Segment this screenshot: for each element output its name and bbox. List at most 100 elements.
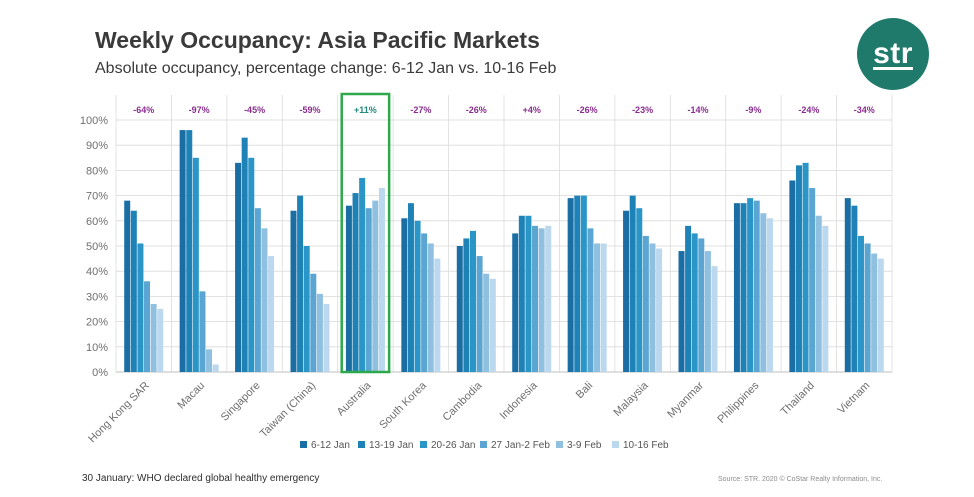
x-category-label: Malaysia: [612, 379, 652, 419]
y-tick-label: 20%: [86, 317, 108, 329]
bar: [144, 281, 151, 372]
bar: [157, 309, 164, 372]
x-category-label: Thailand: [779, 380, 817, 418]
x-category-label: Singapore: [219, 380, 263, 424]
bar: [789, 180, 796, 372]
bar: [711, 266, 718, 372]
bar: [137, 243, 144, 372]
bar: [254, 208, 261, 372]
bar: [704, 251, 711, 372]
legend-swatch: [420, 441, 427, 448]
change-label: -26%: [466, 105, 487, 115]
change-label: -34%: [854, 105, 875, 115]
y-tick-label: 70%: [86, 191, 108, 203]
bar: [747, 198, 754, 372]
bar: [456, 246, 463, 372]
bar: [809, 188, 816, 372]
bar: [656, 248, 663, 372]
bar: [740, 203, 747, 372]
bar: [512, 233, 519, 372]
bar: [401, 218, 408, 372]
bar: [538, 228, 545, 372]
x-category-label: Macau: [175, 380, 207, 412]
bar: [261, 228, 268, 372]
bar: [414, 220, 421, 372]
bar: [241, 137, 248, 372]
bar: [434, 258, 441, 372]
bar: [760, 213, 767, 372]
bar: [525, 215, 532, 372]
bar: [518, 215, 525, 372]
footer-note: 30 January: WHO declared global healthy …: [82, 473, 320, 484]
legend-swatch: [612, 441, 619, 448]
legend-label: 10-16 Feb: [623, 440, 669, 451]
bar: [864, 243, 871, 372]
bar: [685, 225, 692, 372]
logo-text: str: [873, 37, 913, 70]
change-label: -23%: [632, 105, 653, 115]
str-logo: str: [857, 18, 929, 90]
page-subtitle: Absolute occupancy, percentage change: 6…: [95, 60, 557, 77]
bar: [378, 188, 385, 372]
bar: [691, 233, 698, 372]
bar: [130, 210, 137, 372]
bar: [587, 228, 594, 372]
bar: [844, 198, 851, 372]
bar: [649, 243, 656, 372]
y-tick-label: 80%: [86, 165, 108, 177]
legend-label: 6-12 Jan: [311, 440, 350, 451]
y-tick-label: 10%: [86, 342, 108, 354]
bar: [795, 165, 802, 372]
x-category-label: Australia: [335, 379, 374, 418]
bar: [297, 195, 304, 372]
bar: [532, 225, 539, 372]
bar: [857, 235, 864, 372]
change-label: -26%: [577, 105, 598, 115]
change-label: -59%: [299, 105, 320, 115]
bar: [489, 278, 496, 372]
legend-label: 3-9 Feb: [567, 440, 602, 451]
x-category-label: Taiwan (China): [258, 380, 318, 440]
legend-swatch: [300, 441, 307, 448]
x-category-label: Cambodia: [440, 379, 485, 424]
change-label: -27%: [410, 105, 431, 115]
bar: [359, 177, 366, 372]
page-title: Weekly Occupancy: Asia Pacific Markets: [95, 27, 540, 53]
bar: [642, 235, 649, 372]
source-note: Source: STR. 2020 © CoStar Realty Inform…: [718, 476, 883, 483]
bar: [766, 218, 773, 372]
bar: [323, 303, 330, 372]
bar: [877, 258, 884, 372]
x-category-label: Myanmar: [665, 379, 706, 420]
y-tick-label: 90%: [86, 140, 108, 152]
y-tick-label: 40%: [86, 266, 108, 278]
x-category-label: Vietnam: [836, 380, 873, 417]
legend-swatch: [358, 441, 365, 448]
bar: [150, 303, 157, 372]
bar: [421, 233, 428, 372]
bar: [600, 243, 607, 372]
legend-label: 27 Jan-2 Feb: [491, 440, 550, 451]
change-label: +4%: [523, 105, 541, 115]
bar: [594, 243, 601, 372]
bar: [476, 256, 483, 372]
bar: [802, 162, 809, 372]
bar: [316, 293, 323, 372]
bar: [303, 246, 310, 372]
bar: [407, 203, 414, 372]
bar: [248, 157, 255, 372]
bar: [124, 200, 131, 372]
bar: [192, 157, 199, 372]
bar: [483, 273, 490, 372]
change-label: -64%: [133, 105, 154, 115]
x-category-label: Indonesia: [498, 379, 541, 422]
occupancy-chart: 0% 10% 20% 30% 40% 50% 60% 70% 80% 90% 100% Hong Ko…: [80, 92, 893, 451]
y-tick-label: 60%: [86, 216, 108, 228]
y-tick-label: 30%: [86, 291, 108, 303]
bar: [753, 200, 760, 372]
legend-swatch: [556, 441, 563, 448]
bar: [365, 208, 372, 372]
bar: [179, 130, 186, 372]
bar: [580, 195, 587, 372]
legend-swatch: [480, 441, 487, 448]
